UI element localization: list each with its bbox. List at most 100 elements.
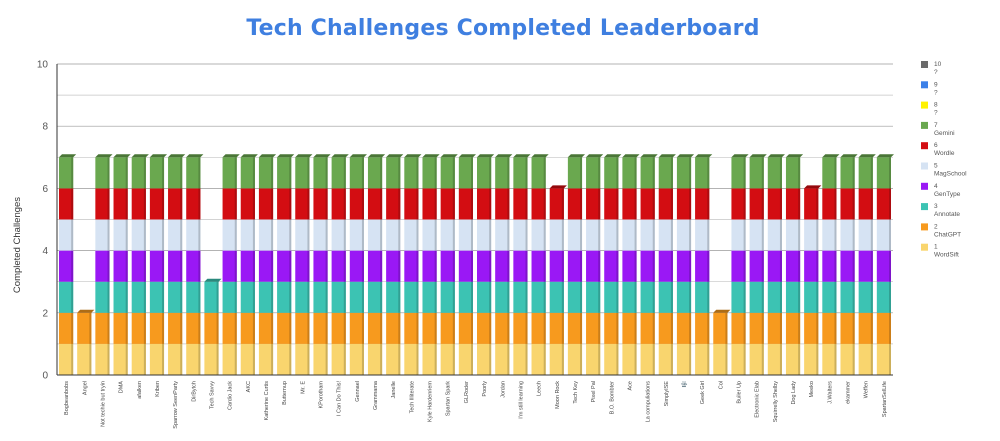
bar-segment-side xyxy=(616,188,619,220)
x-tick-label: afalken xyxy=(137,381,143,399)
bar-segment-side xyxy=(889,219,892,251)
bar-segment-side xyxy=(743,157,746,189)
bar-segment xyxy=(785,281,801,313)
bar-segment-side xyxy=(198,343,201,375)
bar-segment xyxy=(767,250,782,282)
legend-label: 9 xyxy=(934,81,938,88)
bar-segment xyxy=(476,312,492,344)
bar-segment-side xyxy=(580,219,583,251)
bar-segment xyxy=(640,343,655,375)
x-tick-label: DMA xyxy=(119,381,125,394)
bar-segment xyxy=(95,219,110,251)
bar-segment-side xyxy=(761,157,764,189)
bar-segment-side xyxy=(834,157,837,189)
bar-segment-side xyxy=(852,281,855,313)
bar-segment xyxy=(785,312,801,344)
bar-segment xyxy=(295,219,310,251)
bar-segment xyxy=(476,157,492,189)
bar-segment xyxy=(567,312,583,344)
bar-segment xyxy=(240,157,255,189)
bar-segment xyxy=(476,188,492,220)
bar-segment-side xyxy=(307,219,310,251)
bar-segment-side xyxy=(325,281,328,313)
bar-segment-side xyxy=(252,281,255,313)
bar-segment xyxy=(767,157,782,189)
bar-segment xyxy=(676,312,692,344)
bar-segment xyxy=(840,219,855,251)
bar-segment-side xyxy=(870,250,873,282)
bar-segment xyxy=(240,219,255,251)
bar-segment xyxy=(549,343,564,375)
bar-segment-side xyxy=(634,219,637,251)
bar-segment xyxy=(767,219,782,251)
bar-segment-side xyxy=(870,312,873,344)
bar-segment-side xyxy=(216,281,219,313)
bar-segment-side xyxy=(652,250,655,282)
bar-segment-side xyxy=(561,343,564,375)
bar-segment-side xyxy=(852,219,855,251)
bars xyxy=(58,154,895,375)
bar-top xyxy=(749,154,767,158)
bar-segment-side xyxy=(689,250,692,282)
bar-segment xyxy=(240,281,255,313)
bar-segment-side xyxy=(689,188,692,220)
bar-segment xyxy=(313,188,328,220)
bar-segment xyxy=(404,250,419,282)
bar-segment xyxy=(604,343,619,375)
bar-top xyxy=(331,154,349,158)
legend-label: 3 xyxy=(934,203,938,210)
bar-segment-side xyxy=(870,281,873,313)
bar-segment xyxy=(149,188,165,220)
bar-segment-side xyxy=(561,219,564,251)
bar-segment xyxy=(186,312,201,344)
bar-segment xyxy=(549,281,564,313)
bar-segment-side xyxy=(489,281,492,313)
bar-segment-side xyxy=(561,312,564,344)
bar-top xyxy=(131,154,149,158)
bar-segment xyxy=(313,157,328,189)
bar-segment xyxy=(258,219,274,251)
bar-segment-side xyxy=(852,250,855,282)
bar-segment-side xyxy=(143,157,146,189)
bar-segment-side xyxy=(543,250,546,282)
bar-segment xyxy=(404,281,419,313)
bar-segment xyxy=(622,157,637,189)
bar-segment-side xyxy=(162,281,165,313)
bar-segment xyxy=(404,343,419,375)
bar-segment-side xyxy=(707,157,710,189)
bar-segment xyxy=(658,250,673,282)
bar-segment-side xyxy=(234,157,237,189)
bar-segment xyxy=(458,312,474,344)
bar-segment xyxy=(295,157,310,189)
bar-segment xyxy=(113,188,128,220)
bar-segment xyxy=(785,343,801,375)
bar-segment-side xyxy=(216,312,219,344)
bar-segment xyxy=(458,250,474,282)
bar-segment-side xyxy=(125,219,128,251)
bar-segment-side xyxy=(616,157,619,189)
bar-segment xyxy=(713,343,728,375)
bar-segment-side xyxy=(325,188,328,220)
bar-segment xyxy=(749,157,764,189)
bar-segment xyxy=(367,281,383,313)
bar-segment-side xyxy=(580,250,583,282)
bar-top xyxy=(386,154,404,158)
bar-segment-side xyxy=(525,157,528,189)
x-tick-label: Meeko xyxy=(809,381,815,398)
bar-segment-side xyxy=(343,157,346,189)
bar-segment-side xyxy=(889,312,892,344)
bar-segment-side xyxy=(670,219,673,251)
bar-segment-side xyxy=(271,312,274,344)
bar-segment-side xyxy=(489,250,492,282)
bar-segment xyxy=(349,157,364,189)
bar-segment-side xyxy=(434,219,437,251)
bar-segment-side xyxy=(489,343,492,375)
bar-segment xyxy=(277,312,292,344)
bar-segment-side xyxy=(198,157,201,189)
bar-segment-side xyxy=(71,343,74,375)
bar-segment xyxy=(149,312,165,344)
bar-segment-side xyxy=(525,250,528,282)
x-tick-label: Geek Girl xyxy=(700,381,706,404)
bar-segment xyxy=(422,312,437,344)
bar-segment xyxy=(367,250,383,282)
